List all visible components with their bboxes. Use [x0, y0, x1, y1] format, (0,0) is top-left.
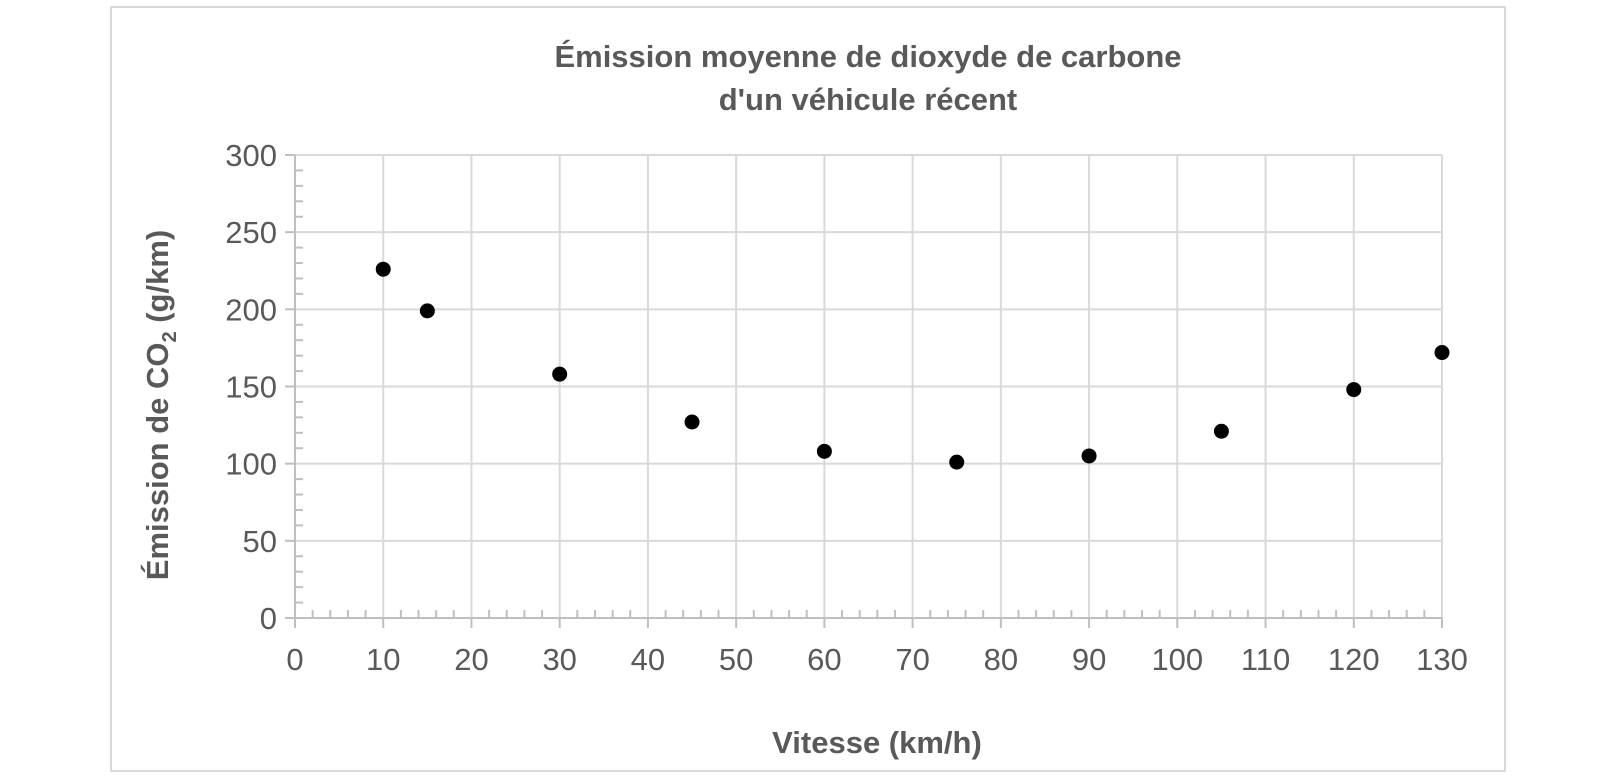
y-axis-label-main: Émission de CO: [140, 343, 175, 581]
data-point: [375, 261, 391, 277]
x-axis-label: Vitesse (km/h): [772, 725, 982, 760]
x-tick-label: 30: [542, 642, 576, 677]
y-tick-label: 200: [225, 292, 277, 327]
x-tick-label: 0: [286, 642, 303, 677]
y-tick-label: 100: [225, 447, 277, 482]
chart-frame: [110, 6, 1506, 772]
x-tick-label: 90: [1072, 642, 1106, 677]
x-tick-label: 20: [454, 642, 488, 677]
x-tick-label: 10: [366, 642, 400, 677]
data-point: [949, 454, 965, 470]
x-tick-label: 100: [1151, 642, 1203, 677]
x-tick-label: 60: [807, 642, 841, 677]
grid-lines: [295, 154, 1443, 618]
x-tick-label: 110: [1241, 642, 1290, 677]
data-point: [1346, 382, 1362, 398]
y-axis-label-unit: (g/km): [140, 230, 175, 332]
y-axis-label: Émission de CO2 (g/km): [140, 230, 181, 580]
tick-labels: 0 10 20 30 40 50 60 70 80 90 100 110 120 130 0 50 100 150…: [225, 138, 1468, 677]
x-tick-label: 40: [631, 642, 665, 677]
x-tick-label: 70: [895, 642, 929, 677]
chart-title-line1: Émission moyenne de dioxyde de carbone: [554, 39, 1181, 74]
x-tick-label: 50: [719, 642, 753, 677]
data-point: [816, 443, 832, 459]
data-point: [552, 366, 568, 382]
y-tick-label: 300: [225, 138, 277, 173]
data-points: [375, 261, 1450, 470]
y-tick-label: 150: [225, 370, 277, 405]
y-axis-label-subscript: 2: [159, 331, 181, 342]
y-tick-label: 50: [243, 524, 277, 559]
data-point: [1434, 345, 1450, 361]
y-tick-label: 0: [260, 601, 277, 636]
y-tick-label: 250: [225, 215, 277, 250]
data-point: [684, 414, 700, 430]
data-point: [419, 303, 435, 319]
axes: [285, 154, 1443, 628]
data-point: [1081, 448, 1097, 464]
x-tick-label: 130: [1416, 642, 1468, 677]
x-tick-label: 120: [1328, 642, 1380, 677]
x-tick-label: 80: [984, 642, 1018, 677]
data-point: [1213, 423, 1229, 439]
chart-title-line2: d'un véhicule récent: [719, 82, 1018, 117]
